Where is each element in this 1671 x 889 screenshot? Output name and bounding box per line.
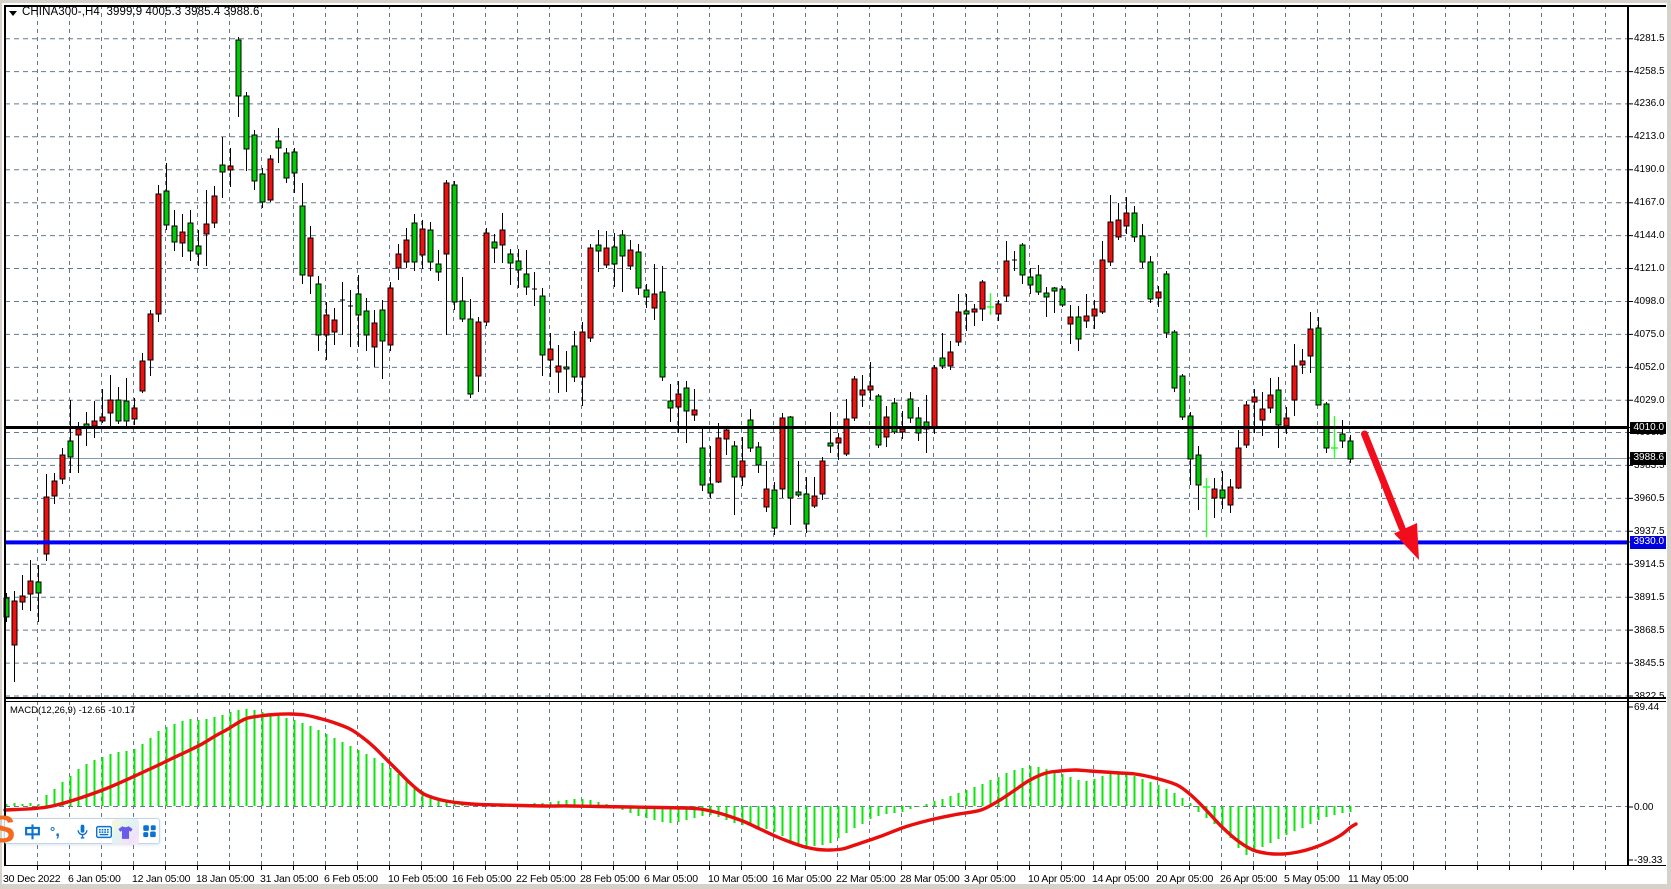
svg-text:S: S [0,809,15,851]
